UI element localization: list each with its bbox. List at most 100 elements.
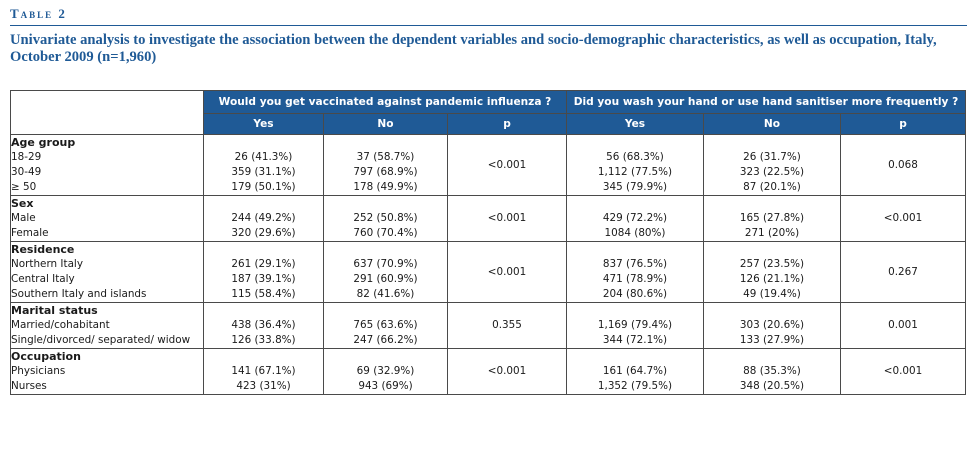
table-section-row: Age group 18-29 30-49 ≥ 50 26 (41.3%) 359 (31… xyxy=(10,134,966,196)
row-label: Central Italy xyxy=(11,273,75,285)
vaccination-no-cell: 37 (58.7%) 797 (68.9%) 178 (49.9%) xyxy=(323,134,448,196)
vaccination-no-cell: 252 (50.8%) 760 (70.4%) xyxy=(323,195,448,242)
row-label: 30-49 xyxy=(11,166,42,178)
vaccination-p-value: <0.001 xyxy=(447,195,567,242)
value-cell: 943 (69%) xyxy=(358,380,413,392)
row-label: Southern Italy and islands xyxy=(11,288,147,300)
handwash-yes-cell: 837 (76.5%) 471 (78.9%) 204 (80.6%) xyxy=(566,241,704,303)
vaccination-no-cell: 765 (63.6%) 247 (66.2%) xyxy=(323,302,448,349)
value-cell: 348 (20.5%) xyxy=(739,380,805,392)
value-cell: 438 (36.4%) xyxy=(231,319,296,331)
table-body: Age group 18-29 30-49 ≥ 50 26 (41.3%) 359 (31… xyxy=(10,134,966,395)
row-label: Male xyxy=(11,212,36,224)
value-cell: 141 (67.1%) xyxy=(231,365,296,377)
value-cell: 87 (20.1%) xyxy=(743,181,801,193)
section-label-cell: Occupation Physicians Nurses xyxy=(10,348,204,395)
handwash-yes-cell: 1,169 (79.4%) 344 (72.1%) xyxy=(566,302,704,349)
handwash-p-value: <0.001 xyxy=(840,195,966,242)
vaccination-p-value: <0.001 xyxy=(447,134,567,196)
section-label-cell: Residence Northern Italy Central Italy Sout… xyxy=(10,241,204,303)
vaccination-yes-header: Yes xyxy=(203,113,324,135)
value-cell: 187 (39.1%) xyxy=(231,273,296,285)
handwash-yes-header: Yes xyxy=(566,113,704,135)
section-title: Residence xyxy=(11,243,75,256)
value-cell: 345 (79.9%) xyxy=(602,181,668,193)
table-section-row: Occupation Physicians Nurses 141 (67.1%) 423… xyxy=(10,348,966,395)
row-label: Single/divorced/ separated/ widow xyxy=(11,334,191,346)
value-cell: 69 (32.9%) xyxy=(356,365,415,377)
handwash-no-header: No xyxy=(703,113,841,135)
value-cell: 344 (72.1%) xyxy=(602,334,668,346)
value-cell: 26 (31.7%) xyxy=(743,151,801,163)
vaccination-yes-cell: 26 (41.3%) 359 (31.1%) 179 (50.1%) xyxy=(203,134,324,196)
value-cell: 1,352 (79.5%) xyxy=(597,380,673,392)
value-cell: 837 (76.5%) xyxy=(602,258,668,270)
value-cell: 765 (63.6%) xyxy=(353,319,418,331)
value-cell: 37 (58.7%) xyxy=(356,151,415,163)
value-cell: 179 (50.1%) xyxy=(231,181,296,193)
vaccination-p-value: <0.001 xyxy=(447,241,567,303)
value-cell: 797 (68.9%) xyxy=(353,166,418,178)
value-cell: 115 (58.4%) xyxy=(231,288,296,300)
value-cell: 760 (70.4%) xyxy=(353,227,418,239)
vaccination-no-cell: 637 (70.9%) 291 (60.9%) 82 (41.6%) xyxy=(323,241,448,303)
value-cell: 26 (41.3%) xyxy=(234,151,293,163)
value-cell: 261 (29.1%) xyxy=(231,258,296,270)
table-label: Table 2 xyxy=(10,6,67,21)
vaccination-p-value: <0.001 xyxy=(447,348,567,395)
handwash-no-cell: 88 (35.3%) 348 (20.5%) xyxy=(703,348,841,395)
value-cell: 247 (66.2%) xyxy=(353,334,418,346)
section-label-cell: Age group 18-29 30-49 ≥ 50 xyxy=(10,134,204,196)
vaccination-yes-cell: 244 (49.2%) 320 (29.6%) xyxy=(203,195,324,242)
section-title: Occupation xyxy=(11,350,81,363)
value-cell: 429 (72.2%) xyxy=(602,212,668,224)
row-label: Northern Italy xyxy=(11,258,83,270)
section-label-cell: Sex Male Female xyxy=(10,195,204,242)
value-cell: 252 (50.8%) xyxy=(353,212,418,224)
vaccination-no-header: No xyxy=(323,113,448,135)
section-title: Age group xyxy=(11,136,76,149)
handwash-no-cell: 257 (23.5%) 126 (21.1%) 49 (19.4%) xyxy=(703,241,841,303)
table-caption: Univariate analysis to investigate the a… xyxy=(10,32,937,65)
value-cell: 126 (33.8%) xyxy=(231,334,296,346)
value-cell: 126 (21.1%) xyxy=(739,273,805,285)
value-cell: 423 (31%) xyxy=(236,380,291,392)
value-cell: 165 (27.8%) xyxy=(739,212,805,224)
handwash-question-header: Did you wash your hand or use hand sanit… xyxy=(566,90,966,114)
value-cell: 56 (68.3%) xyxy=(606,151,664,163)
vaccination-p-header: p xyxy=(447,113,567,135)
row-label: 18-29 xyxy=(11,151,42,163)
vaccination-p-value: 0.355 xyxy=(447,302,567,349)
handwash-no-cell: 303 (20.6%) 133 (27.9%) xyxy=(703,302,841,349)
table-section-row: Sex Male Female 244 (49.2%) 320 (29.6%) 252 (… xyxy=(10,195,966,242)
handwash-p-header: p xyxy=(840,113,966,135)
value-cell: 133 (27.9%) xyxy=(739,334,805,346)
value-cell: 471 (78.9%) xyxy=(602,273,668,285)
vaccination-no-cell: 69 (32.9%) 943 (69%) xyxy=(323,348,448,395)
value-cell: 244 (49.2%) xyxy=(231,212,296,224)
title-divider xyxy=(10,25,967,26)
handwash-no-cell: 26 (31.7%) 323 (22.5%) 87 (20.1%) xyxy=(703,134,841,196)
handwash-p-value: 0.267 xyxy=(840,241,966,303)
handwash-p-value: 0.068 xyxy=(840,134,966,196)
value-cell: 204 (80.6%) xyxy=(602,288,668,300)
row-label: ≥ 50 xyxy=(11,181,37,193)
value-cell: 82 (41.6%) xyxy=(356,288,415,300)
handwash-p-value: 0.001 xyxy=(840,302,966,349)
row-label: Female xyxy=(11,227,49,239)
handwash-yes-cell: 161 (64.7%) 1,352 (79.5%) xyxy=(566,348,704,395)
handwash-yes-cell: 56 (68.3%) 1,112 (77.5%) 345 (79.9%) xyxy=(566,134,704,196)
vaccination-yes-cell: 141 (67.1%) 423 (31%) xyxy=(203,348,324,395)
value-cell: 291 (60.9%) xyxy=(353,273,418,285)
value-cell: 257 (23.5%) xyxy=(739,258,805,270)
section-title: Sex xyxy=(11,197,34,210)
value-cell: 320 (29.6%) xyxy=(231,227,296,239)
value-cell: 88 (35.3%) xyxy=(743,365,801,377)
handwash-no-cell: 165 (27.8%) 271 (20%) xyxy=(703,195,841,242)
value-cell: 178 (49.9%) xyxy=(353,181,418,193)
value-cell: 1,169 (79.4%) xyxy=(597,319,673,331)
table-section-row: Marital status Married/cohabitant Single/d… xyxy=(10,302,966,349)
corner-cell xyxy=(10,90,204,135)
vaccination-question-header: Would you get vaccinated against pandemi… xyxy=(203,90,567,114)
value-cell: 271 (20%) xyxy=(744,227,800,239)
